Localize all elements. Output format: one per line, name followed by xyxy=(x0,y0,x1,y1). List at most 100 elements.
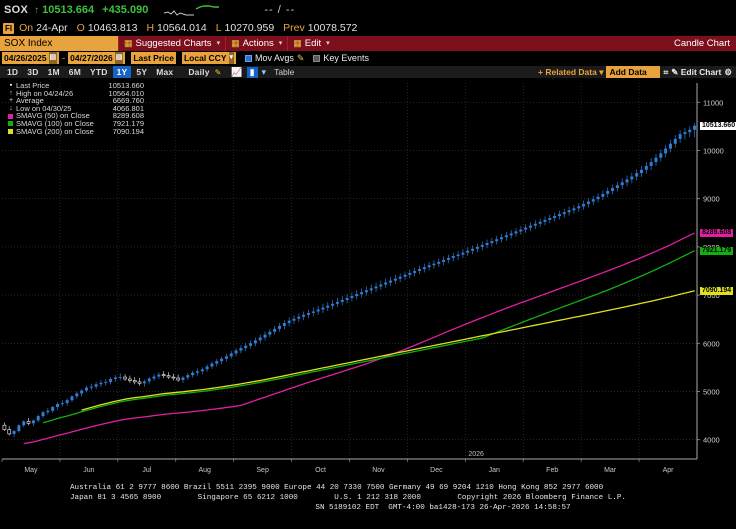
mov-avgs-toggle[interactable]: Mov Avgs ✎ xyxy=(245,53,304,64)
key-events-label: Key Events xyxy=(323,53,369,63)
legend-label: SMAVG (100) on Close xyxy=(16,118,94,128)
period-toolbar: 1D 3D 1M 6M YTD 1Y 5Y Max Daily ✎ 📈 ▮ ▾ … xyxy=(0,65,736,79)
legend-value: 4066.801 xyxy=(112,103,144,113)
gear-icon[interactable]: ⚙ xyxy=(724,66,732,77)
x-axis-tick-label: Dec xyxy=(430,467,443,474)
menu-item-edit[interactable]: ▦ Edit ▾ xyxy=(287,36,334,51)
period-button-ytd[interactable]: YTD xyxy=(90,67,108,77)
legend-label: Last Price xyxy=(16,81,50,90)
price-tag: 7090.194 xyxy=(700,286,734,295)
checkbox-unchecked-icon[interactable] xyxy=(313,54,321,62)
legend-label: SMAVG (50) on Close xyxy=(16,111,90,121)
up-arrow-icon: ↑ xyxy=(34,4,40,16)
pencil-icon[interactable]: ✎ xyxy=(296,52,305,63)
params-bar: 04/26/2025 ▤ - 04/27/2026 ▤ Last Price Loc… xyxy=(0,51,736,65)
footer-line-2: Japan 81 3 4565 8900 Singapore 65 6212 1… xyxy=(70,494,626,502)
menu-item-actions[interactable]: ▦ Actions ▾ xyxy=(225,36,287,51)
field-badge[interactable]: FI xyxy=(3,22,15,34)
legend-item: SMAVG (50) on Close 8289.608 xyxy=(8,112,144,120)
period-button-1d[interactable]: 1D xyxy=(7,67,19,77)
sma-100-line xyxy=(42,250,695,424)
menu-label: Actions xyxy=(242,38,274,49)
price-type-select[interactable]: Last Price xyxy=(131,52,176,64)
currency-value: Local CCY xyxy=(183,53,227,63)
calendar-icon[interactable]: ▤ xyxy=(114,52,124,64)
related-data-button[interactable]: + Related Data ▾ xyxy=(538,66,604,77)
edit-chart-button[interactable]: ✎ Edit Chart xyxy=(671,66,722,77)
date-from-input[interactable]: 04/26/2025 ▤ xyxy=(2,52,60,64)
sma-200-line xyxy=(81,290,695,411)
on-date: 24-Apr xyxy=(36,22,68,34)
x-axis-tick-label: Jan xyxy=(489,467,500,474)
legend-item: ▪ Last Price 10513.660 xyxy=(8,82,144,90)
legend-item: SMAVG (200) on Close 7090.194 xyxy=(8,126,144,136)
open-label: O xyxy=(76,22,85,34)
related-data-label: Related Data xyxy=(545,66,597,77)
table-button[interactable]: Table xyxy=(274,67,295,77)
candlestick-series xyxy=(2,123,697,438)
y-axis-tick-label: 6000 xyxy=(703,339,720,348)
period-button-max[interactable]: Max xyxy=(156,67,174,77)
candle-chart-icon[interactable]: ▮ xyxy=(246,66,258,78)
checkbox-checked-icon[interactable] xyxy=(245,54,253,62)
x-axis-year-label: 2026 xyxy=(468,451,484,458)
footer-line-1: Australia 61 2 9777 8600 Brazil 5511 239… xyxy=(70,484,604,492)
legend-marker-icon: ↓ xyxy=(9,104,13,112)
candlestick-chart: 1100010000900080007000600050004000MayJun… xyxy=(1,83,724,474)
footer: Australia 61 2 9777 8600 Brazil 5511 239… xyxy=(0,483,736,529)
line-chart-icon[interactable]: 📈 xyxy=(231,66,243,77)
price-tag: 7921.179 xyxy=(700,246,734,255)
open-value: 10463.813 xyxy=(87,22,138,34)
on-label: On xyxy=(19,22,34,34)
period-button-5y[interactable]: 5Y xyxy=(136,67,148,77)
low-label: L xyxy=(215,22,222,34)
key-events-toggle[interactable]: Key Events xyxy=(313,53,369,63)
period-button-1y[interactable]: 1Y xyxy=(112,66,132,78)
add-data-input[interactable]: Add Data xyxy=(606,66,661,78)
legend-color-swatch xyxy=(8,128,13,134)
legend-item: + Average 6669.760 xyxy=(8,97,144,105)
period-button-3d[interactable]: 3D xyxy=(27,67,39,77)
prev-value: 10078.572 xyxy=(307,22,358,34)
chart-type-label: Candle Chart xyxy=(674,38,730,49)
y-axis-tick-label: 7000 xyxy=(703,291,720,300)
menu-label: Suggested Charts xyxy=(135,38,212,49)
x-axis-tick-label: Nov xyxy=(372,467,385,474)
grid-icon: ▦ xyxy=(124,38,133,48)
legend-color-swatch xyxy=(8,113,13,119)
interval-select[interactable]: Daily xyxy=(188,67,210,77)
legend-value: 6669.760 xyxy=(112,96,144,106)
date-to-input[interactable]: 04/27/2026 ▤ xyxy=(68,52,126,64)
calendar-icon[interactable]: ▤ xyxy=(48,52,58,64)
ticker-symbol[interactable]: SOX xyxy=(4,4,29,16)
legend-item: ↑ High on 04/24/26 10564.010 xyxy=(8,88,144,98)
period-button-6m[interactable]: 6M xyxy=(68,67,81,77)
mov-avgs-label: Mov Avgs xyxy=(255,53,294,63)
security-name-field[interactable]: SOX Index xyxy=(0,36,118,51)
legend-item: SMAVG (100) on Close 7921.179 xyxy=(8,120,144,128)
price-change: +435.090 xyxy=(102,4,149,16)
legend-value: 7090.194 xyxy=(112,126,144,136)
legend-label: SMAVG (200) on Close xyxy=(16,126,94,136)
chevron-down-icon[interactable]: ▾ xyxy=(228,52,235,64)
menu-item-suggested-charts[interactable]: ▦ Suggested Charts ▾ xyxy=(118,36,225,51)
chart-plot-area[interactable]: 1100010000900080007000600050004000MayJun… xyxy=(0,79,736,478)
price-tag: 8289.608 xyxy=(700,228,734,237)
currency-select[interactable]: Local CCY ▾ xyxy=(181,52,237,64)
x-axis-tick-label: Mar xyxy=(604,467,617,474)
legend-marker-icon: ▪ xyxy=(9,82,13,89)
y-axis-tick-label: 10000 xyxy=(703,146,724,155)
prev-label: Prev xyxy=(283,22,305,34)
period-button-1m[interactable]: 1M xyxy=(47,67,60,77)
security-lookup-icon[interactable]: ⌗ xyxy=(663,66,669,77)
x-axis-tick-label: Aug xyxy=(198,467,211,474)
more-options-icon[interactable]: ▾ xyxy=(261,66,267,77)
chart-legend: ▪ Last Price 10513.660 ↑ High on 04/24/26 105… xyxy=(8,82,144,135)
ticker-row: SOX ↑ 10513.664 +435.090 -- / -- xyxy=(0,0,736,20)
toolbar-right-group: + Related Data ▾ Add Data ⌗ ✎ Edit Chart… xyxy=(538,66,736,78)
ohlc-row: FI On 24-Apr O 10463.813 H 10564.014 L 1… xyxy=(0,20,736,36)
pencil-icon[interactable]: ✎ xyxy=(214,67,222,77)
chevron-down-icon: ▾ xyxy=(278,40,283,47)
legend-label: High on 04/24/26 xyxy=(16,88,74,98)
legend-label: Average xyxy=(16,96,44,106)
